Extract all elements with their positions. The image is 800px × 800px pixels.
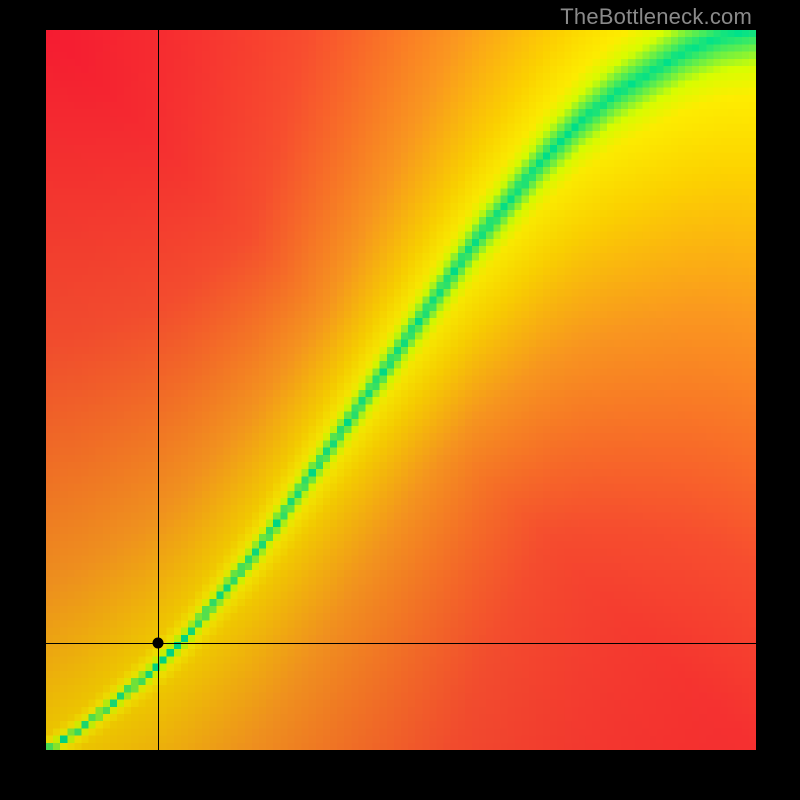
heatmap-plot (46, 30, 756, 750)
watermark-text: TheBottleneck.com (560, 4, 752, 30)
crosshair-marker (153, 638, 164, 649)
